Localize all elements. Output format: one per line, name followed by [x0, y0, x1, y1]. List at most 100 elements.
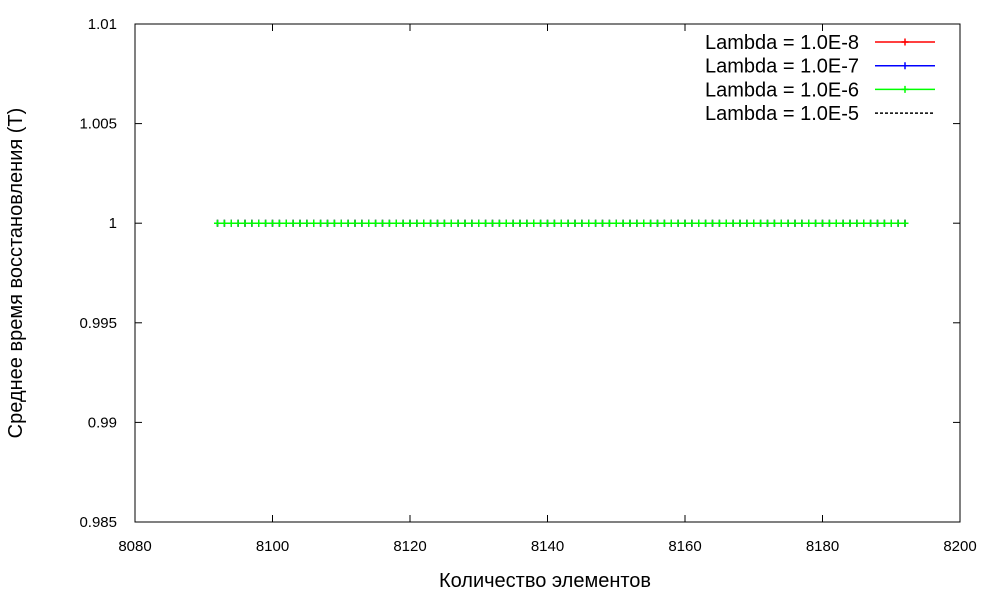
data-point — [523, 219, 531, 227]
data-point — [516, 219, 524, 227]
data-point — [688, 219, 696, 227]
data-point — [440, 219, 448, 227]
y-tick-label: 1.005 — [79, 116, 117, 133]
data-point — [475, 219, 483, 227]
data-point — [248, 219, 256, 227]
data-point — [846, 219, 854, 227]
data-point — [324, 219, 331, 227]
data-point — [495, 219, 503, 227]
data-point — [330, 219, 338, 227]
data-point — [770, 219, 778, 227]
data-point — [715, 219, 723, 227]
data-point — [626, 219, 634, 227]
data-point — [640, 219, 648, 227]
data-point — [764, 219, 771, 227]
y-tick-label: 1 — [109, 215, 117, 232]
data-point — [255, 219, 263, 227]
data-point — [619, 219, 627, 227]
data-point — [289, 219, 297, 227]
data-point — [489, 219, 496, 227]
legend-label: Lambda = 1.0E-5 — [705, 103, 859, 125]
legend-marker — [901, 38, 909, 46]
data-point — [757, 219, 765, 227]
y-tick-label: 0.985 — [79, 514, 117, 531]
data-point — [612, 219, 620, 227]
data-point — [825, 219, 833, 227]
data-point — [867, 219, 875, 227]
x-tick-label: 8080 — [118, 538, 151, 555]
data-point — [681, 219, 689, 227]
data-point — [317, 219, 325, 227]
data-point — [777, 219, 785, 227]
data-point — [502, 219, 510, 227]
data-point — [544, 219, 551, 227]
axis-ticks: 8080 8100 8120 8140 8160 8180 8200 0.985 0.99 0.9… — [79, 16, 976, 555]
data-point — [434, 219, 441, 227]
data-point — [901, 219, 909, 227]
data-point — [557, 219, 565, 227]
data-point — [269, 219, 276, 227]
y-tick-label: 0.99 — [88, 414, 117, 431]
data-point — [729, 219, 737, 227]
data-point — [275, 219, 283, 227]
data-point — [709, 219, 716, 227]
data-point — [832, 219, 840, 227]
x-tick-label: 8120 — [393, 538, 426, 555]
data-point — [241, 219, 249, 227]
data-point — [564, 219, 572, 227]
legend-label: Lambda = 1.0E-7 — [705, 56, 859, 78]
data-point — [344, 219, 352, 227]
data-point — [399, 219, 407, 227]
x-axis-title: Количество элементов — [439, 570, 651, 592]
data-point — [537, 219, 545, 227]
data-point — [379, 219, 386, 227]
data-point — [743, 219, 751, 227]
data-point — [358, 219, 366, 227]
data-point — [592, 219, 600, 227]
data-point — [351, 219, 359, 227]
data-point — [214, 219, 221, 227]
series-3 — [214, 219, 909, 227]
data-point — [234, 219, 242, 227]
data-point — [365, 219, 373, 227]
y-tick-label: 1.01 — [88, 16, 117, 33]
data-point — [674, 219, 682, 227]
data-point — [894, 219, 902, 227]
y-tick-label: 0.995 — [79, 315, 117, 332]
series-layer — [214, 219, 909, 227]
data-point — [406, 219, 414, 227]
data-point — [599, 219, 606, 227]
data-point — [296, 219, 304, 227]
data-point — [578, 219, 586, 227]
data-point — [791, 219, 799, 227]
data-point — [605, 219, 613, 227]
data-point — [722, 219, 730, 227]
data-point — [784, 219, 792, 227]
data-point — [282, 219, 290, 227]
data-point — [530, 219, 538, 227]
data-point — [337, 219, 345, 227]
data-point — [454, 219, 462, 227]
data-point — [750, 219, 758, 227]
data-point — [447, 219, 455, 227]
data-point — [654, 219, 661, 227]
data-point — [220, 219, 228, 227]
y-axis-title: Среднее время восстановления (T) — [5, 108, 27, 439]
data-point — [468, 219, 476, 227]
x-tick-label: 8180 — [806, 538, 839, 555]
data-point — [571, 219, 579, 227]
data-point — [461, 219, 469, 227]
data-point — [880, 219, 888, 227]
legend-label: Lambda = 1.0E-8 — [705, 32, 859, 54]
data-point — [887, 219, 895, 227]
data-point — [427, 219, 435, 227]
data-point — [262, 219, 270, 227]
data-point — [812, 219, 820, 227]
data-point — [633, 219, 641, 227]
x-tick-label: 8140 — [531, 538, 564, 555]
data-point — [798, 219, 806, 227]
data-point — [647, 219, 655, 227]
data-point — [874, 219, 881, 227]
